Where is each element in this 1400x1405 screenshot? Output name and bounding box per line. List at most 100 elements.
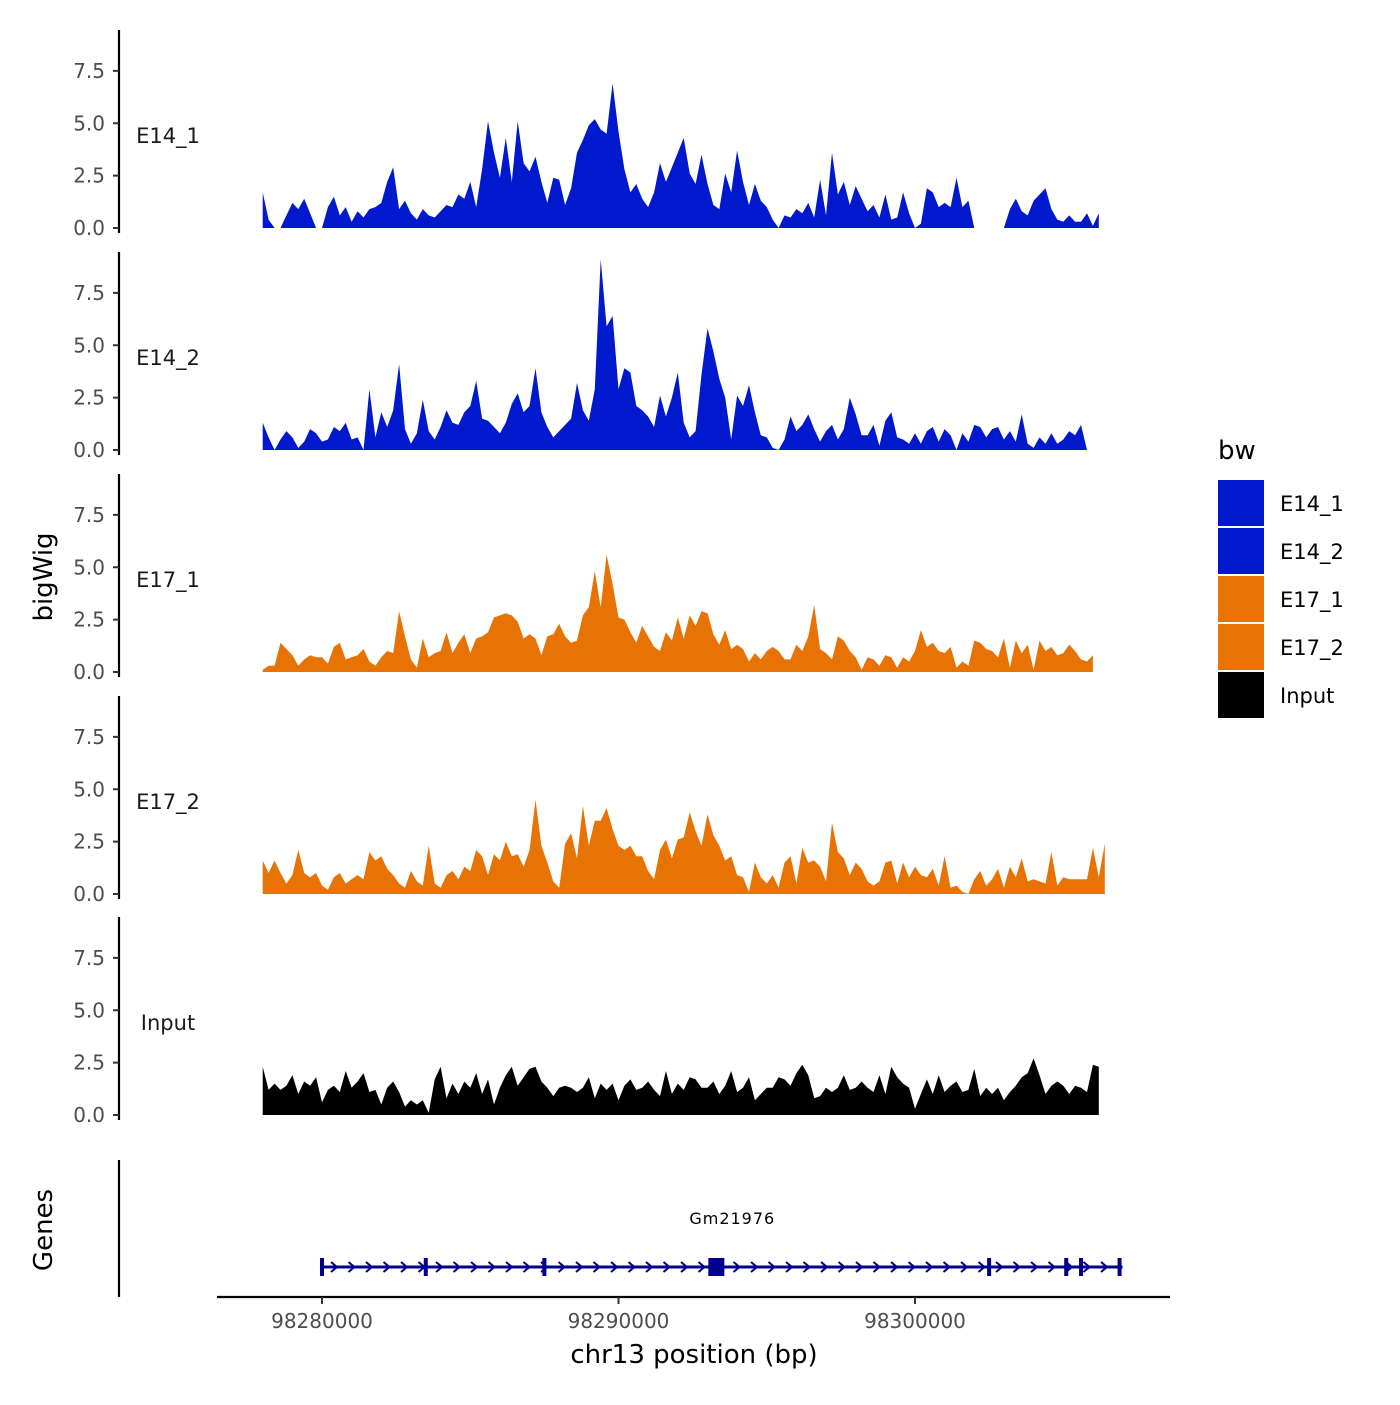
legend-label: E17_2 xyxy=(1280,636,1344,661)
strand-arrow xyxy=(785,1261,794,1273)
y-tick-label: 2.5 xyxy=(73,608,105,632)
gene-annotation-track: Gm21976 98280000 98290000 98300000 xyxy=(117,1160,1170,1333)
track-panel-input: 0.0 2.5 5.0 7.5 Input xyxy=(73,917,1099,1127)
strand-arrow xyxy=(855,1261,864,1273)
y-axis-title: bigWig xyxy=(29,532,59,621)
strand-arrow xyxy=(470,1261,479,1273)
y-tick-label: 5.0 xyxy=(73,777,105,801)
y-tick-label: 2.5 xyxy=(73,386,105,410)
legend-key-e14-2 xyxy=(1218,528,1264,574)
y-tick-label: 0.0 xyxy=(73,882,105,906)
coverage-area-e14-2 xyxy=(262,259,1087,450)
track-panel-e17-1: 0.0 2.5 5.0 7.5 E17_1 xyxy=(73,474,1093,684)
legend-key-e17-2 xyxy=(1218,624,1264,670)
y-tick-label: 0.0 xyxy=(73,438,105,462)
strand-arrow xyxy=(347,1261,357,1273)
legend-title: bw xyxy=(1218,436,1256,466)
strand-arrow xyxy=(330,1261,339,1273)
legend: bw E14_1 E14_2 E17_1 E17_2 Input xyxy=(1218,436,1344,718)
y-tick-label: 2.5 xyxy=(73,1051,105,1075)
exon-mark xyxy=(1064,1258,1069,1276)
y-tick-label: 5.0 xyxy=(73,111,105,135)
strand-arrow xyxy=(767,1261,777,1273)
x-tick-label: 98290000 xyxy=(568,1309,670,1333)
coverage-area-e17-2 xyxy=(262,799,1105,894)
x-tick-label: 98280000 xyxy=(271,1309,373,1333)
y-tick-label: 5.0 xyxy=(73,998,105,1022)
strand-arrow xyxy=(680,1261,689,1273)
track-panel-e14-1: 0.0 2.5 5.0 7.5 E14_1 xyxy=(73,30,1099,240)
strand-arrow xyxy=(1012,1261,1022,1273)
strand-arrow xyxy=(400,1261,409,1273)
strand-arrow xyxy=(995,1261,1004,1273)
strand-arrow xyxy=(505,1261,514,1273)
strand-arrow xyxy=(960,1261,969,1273)
x-tick-label: 98300000 xyxy=(864,1309,966,1333)
strand-arrow xyxy=(837,1261,847,1273)
gene-name-label: Gm21976 xyxy=(689,1209,775,1228)
coverage-area-input xyxy=(262,1058,1099,1115)
coverage-area-e14-1 xyxy=(262,83,1099,229)
y-tick-label: 7.5 xyxy=(73,281,105,305)
strand-arrow xyxy=(732,1261,742,1273)
strand-arrow xyxy=(890,1261,899,1273)
strand-arrow xyxy=(1047,1261,1057,1273)
y-tick-label: 7.5 xyxy=(73,503,105,527)
strand-arrow xyxy=(1030,1261,1039,1273)
legend-key-input xyxy=(1218,672,1264,718)
strand-arrow xyxy=(365,1261,374,1273)
exon-mark xyxy=(423,1258,428,1276)
y-tick-label: 0.0 xyxy=(73,216,105,240)
strand-arrow xyxy=(802,1261,812,1273)
strand-arrow xyxy=(610,1261,619,1273)
y-tick-label: 5.0 xyxy=(73,555,105,579)
coverage-tracks: 0.0 2.5 5.0 7.5 E14_1 0.0 2.5 5.0 7.5 E14_2 0.0 2.5… xyxy=(73,30,1105,1127)
strand-arrow xyxy=(977,1261,987,1273)
track-label: E14_1 xyxy=(136,124,200,149)
legend-key-e17-1 xyxy=(1218,576,1264,622)
exon-mark xyxy=(542,1258,547,1276)
gene-model: Gm21976 xyxy=(320,1209,1123,1276)
track-panel-e14-2: 0.0 2.5 5.0 7.5 E14_2 xyxy=(73,252,1087,462)
strand-arrow xyxy=(452,1261,462,1273)
exon-mark xyxy=(987,1258,992,1276)
strand-arrow xyxy=(820,1261,829,1273)
exon-mark xyxy=(320,1258,324,1276)
strand-arrow xyxy=(487,1261,497,1273)
strand-arrow xyxy=(575,1261,584,1273)
strand-arrow xyxy=(557,1261,567,1273)
y-tick-label: 2.5 xyxy=(73,164,105,188)
track-panel-e17-2: 0.0 2.5 5.0 7.5 E17_2 xyxy=(73,696,1105,906)
strand-arrow xyxy=(750,1261,759,1273)
legend-label: Input xyxy=(1280,684,1334,708)
strand-arrow xyxy=(645,1261,654,1273)
strand-arrow xyxy=(382,1261,392,1273)
strand-arrow xyxy=(1082,1261,1092,1273)
y-tick-label: 7.5 xyxy=(73,59,105,83)
strand-arrow xyxy=(592,1261,602,1273)
track-label: E14_2 xyxy=(136,346,200,371)
strand-arrow xyxy=(662,1261,672,1273)
strand-arrow xyxy=(907,1261,917,1273)
y-tick-label: 0.0 xyxy=(73,1103,105,1127)
track-label: E17_2 xyxy=(136,790,200,815)
legend-label: E14_1 xyxy=(1280,492,1344,517)
legend-label: E14_2 xyxy=(1280,540,1344,565)
track-label: Input xyxy=(141,1011,195,1035)
exon-block xyxy=(708,1258,725,1276)
strand-arrow xyxy=(925,1261,934,1273)
y-tick-label: 0.0 xyxy=(73,660,105,684)
coverage-area-e17-1 xyxy=(262,554,1093,672)
x-axis-title: chr13 position (bp) xyxy=(570,1340,817,1370)
legend-key-e14-1 xyxy=(1218,480,1264,526)
exon-mark xyxy=(1079,1258,1084,1276)
y-tick-label: 2.5 xyxy=(73,830,105,854)
y-tick-label: 7.5 xyxy=(73,946,105,970)
strand-arrow xyxy=(872,1261,882,1273)
strand-arrow xyxy=(435,1261,444,1273)
strand-arrow xyxy=(522,1261,532,1273)
x-axis: 98280000 98290000 98300000 xyxy=(217,1295,1170,1333)
